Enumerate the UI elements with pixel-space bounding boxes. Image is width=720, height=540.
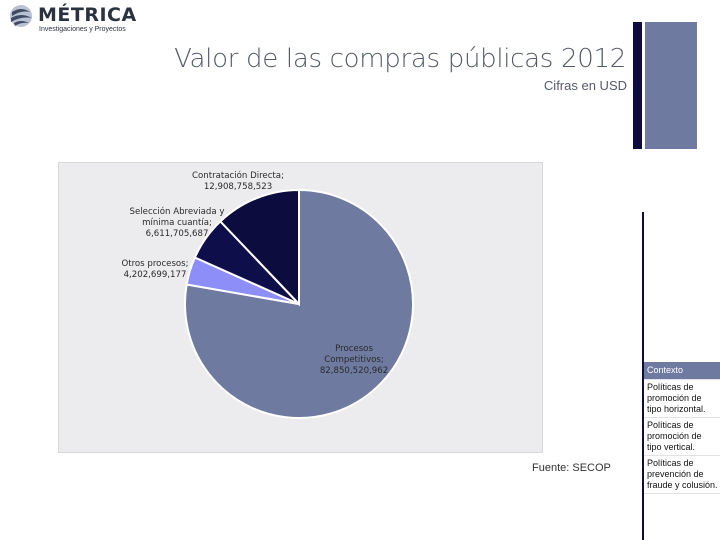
pie-label-2: Otros procesos; 4,202,699,177 xyxy=(121,259,188,280)
section-nav: Contexto Políticas de promoción de tipo h… xyxy=(644,362,720,494)
logo-tagline: Investigaciones y Proyectos xyxy=(39,26,126,33)
pie-label-1: Procesos Competitivos; 82,850,520,962 xyxy=(320,344,388,376)
sidebar-divider xyxy=(642,212,644,540)
page-title: Valor de las compras públicas 2012 xyxy=(174,44,626,74)
metrica-logo: MÉTRICA Investigaciones y Proyectos xyxy=(8,2,138,36)
decorative-bar-blue xyxy=(645,22,697,149)
nav-item-2[interactable]: Políticas de promoción de tipo horizonta… xyxy=(644,380,720,418)
pie-slice-4 xyxy=(218,188,300,307)
pie-label-3: Selección Abreviada y mínima cuantía; 6,61… xyxy=(130,206,225,239)
source-note: Fuente: SECOP xyxy=(532,462,611,474)
nav-item-3[interactable]: Políticas de promoción de tipo vertical. xyxy=(644,418,720,456)
pie-label-4: Contratación Directa; 12,908,758,523 xyxy=(192,170,284,192)
nav-item-4[interactable]: Políticas de prevención de fraude y colu… xyxy=(644,456,720,494)
nav-item-1[interactable]: Contexto xyxy=(644,362,720,380)
decorative-bar-dark xyxy=(633,22,642,149)
logo-name: MÉTRICA xyxy=(38,4,137,26)
page-subtitle: Cifras en USD xyxy=(543,78,627,93)
globe-logo-icon xyxy=(10,5,32,27)
